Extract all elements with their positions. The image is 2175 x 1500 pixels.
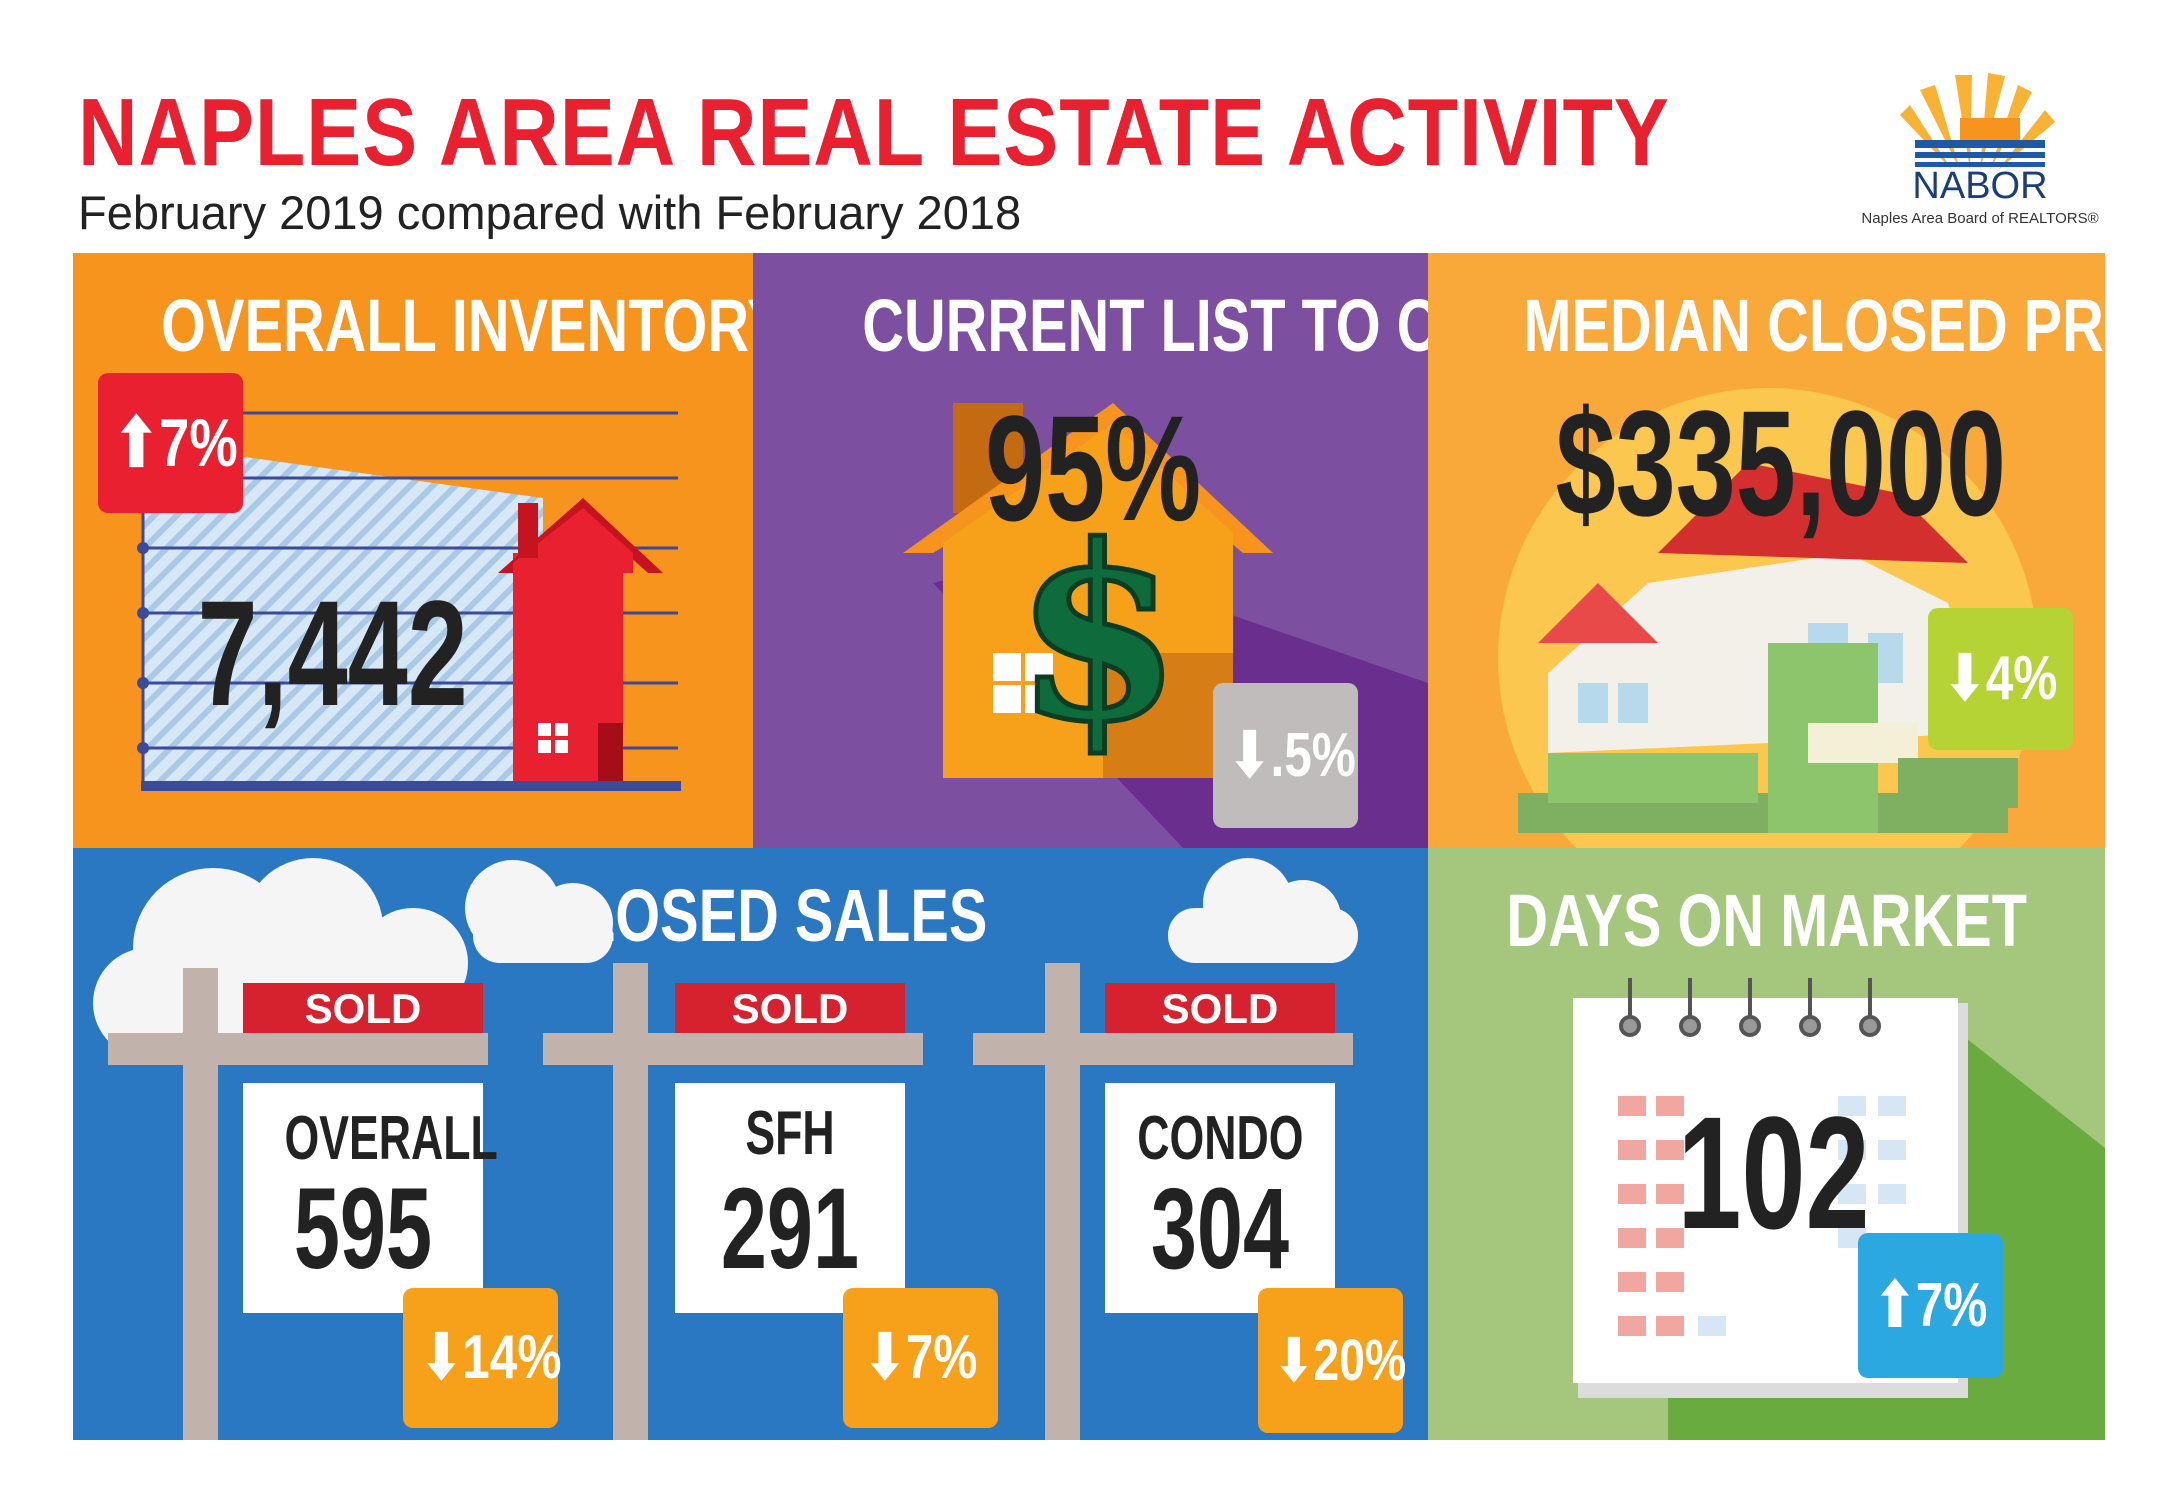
overall-inventory-panel: OVERALL INVENTORY ⬆7% 7, [73, 253, 753, 848]
overall-change-badge: ⬇14% [403, 1288, 561, 1428]
sold-label: SOLD [675, 983, 905, 1033]
list-to-closed-value: 95% [984, 384, 1202, 552]
median-price-value: $335,000 [1555, 379, 2007, 547]
sign-value: 304 [1150, 1165, 1290, 1293]
inventory-value: 7,442 [197, 569, 469, 737]
sign-label: SFH [745, 1099, 835, 1168]
median-closed-price-panel: MEDIAN CLOSED PRICE $335,000 ⬇4% [1428, 253, 2105, 848]
closed-sales-panel: CLOSED SALES SOLD OVERALL 595 ⬇14% SOLD … [73, 848, 1428, 1440]
logo-name: NABOR [1912, 165, 2048, 207]
logo-caption: Naples Area Board of REALTORS® [1861, 210, 2099, 227]
condo-change-badge: ⬇20% [1258, 1288, 1406, 1433]
page-title: NAPLES AREA REAL ESTATE ACTIVITY [78, 79, 1670, 186]
sfh-change-badge: ⬇7% [843, 1288, 998, 1428]
sign-value: 291 [720, 1165, 860, 1293]
sold-label: SOLD [1105, 983, 1335, 1033]
sign-board: CONDO 304 [1105, 1083, 1335, 1313]
sign-board: SFH 291 [675, 1083, 905, 1313]
list-to-closed-panel: CURRENT LIST TO CLOSED $ 95% ⬇.5% [753, 253, 1428, 848]
panel-title: CURRENT LIST TO CLOSED [862, 284, 1428, 367]
inventory-chart-graphic [137, 411, 681, 791]
calendar-graphic [1573, 978, 2105, 1440]
inventory-change-badge: ⬆7% [98, 373, 243, 513]
house-money-graphic [1498, 388, 2038, 848]
sun-logo-icon [1900, 73, 2055, 170]
panel-title: CLOSED SALES [538, 874, 988, 957]
days-on-market-value: 102 [1676, 1083, 1870, 1262]
sign-value: 595 [293, 1165, 433, 1293]
days-on-market-panel: DAYS ON MARKET 102 ⬆7% [1428, 848, 2105, 1440]
svg-text:$: $ [1015, 493, 1182, 775]
list-to-closed-change-badge: ⬇.5% [1213, 683, 1358, 828]
days-on-market-change-badge: ⬆7% [1858, 1233, 2003, 1378]
sign-board: OVERALL 595 [243, 1083, 498, 1313]
panel-title: MEDIAN CLOSED PRICE [1523, 284, 2105, 367]
median-price-change-badge: ⬇4% [1928, 608, 2073, 750]
sign-label: OVERALL [284, 1104, 498, 1173]
sign-label: CONDO [1137, 1104, 1304, 1173]
nabor-logo: NABOR Naples Area Board of REALTORS® [1861, 70, 2099, 230]
panel-title: OVERALL INVENTORY [161, 284, 753, 367]
panel-title: DAYS ON MARKET [1506, 879, 2027, 962]
page-subtitle: February 2019 compared with February 201… [78, 186, 1022, 239]
sold-label: SOLD [243, 983, 483, 1033]
